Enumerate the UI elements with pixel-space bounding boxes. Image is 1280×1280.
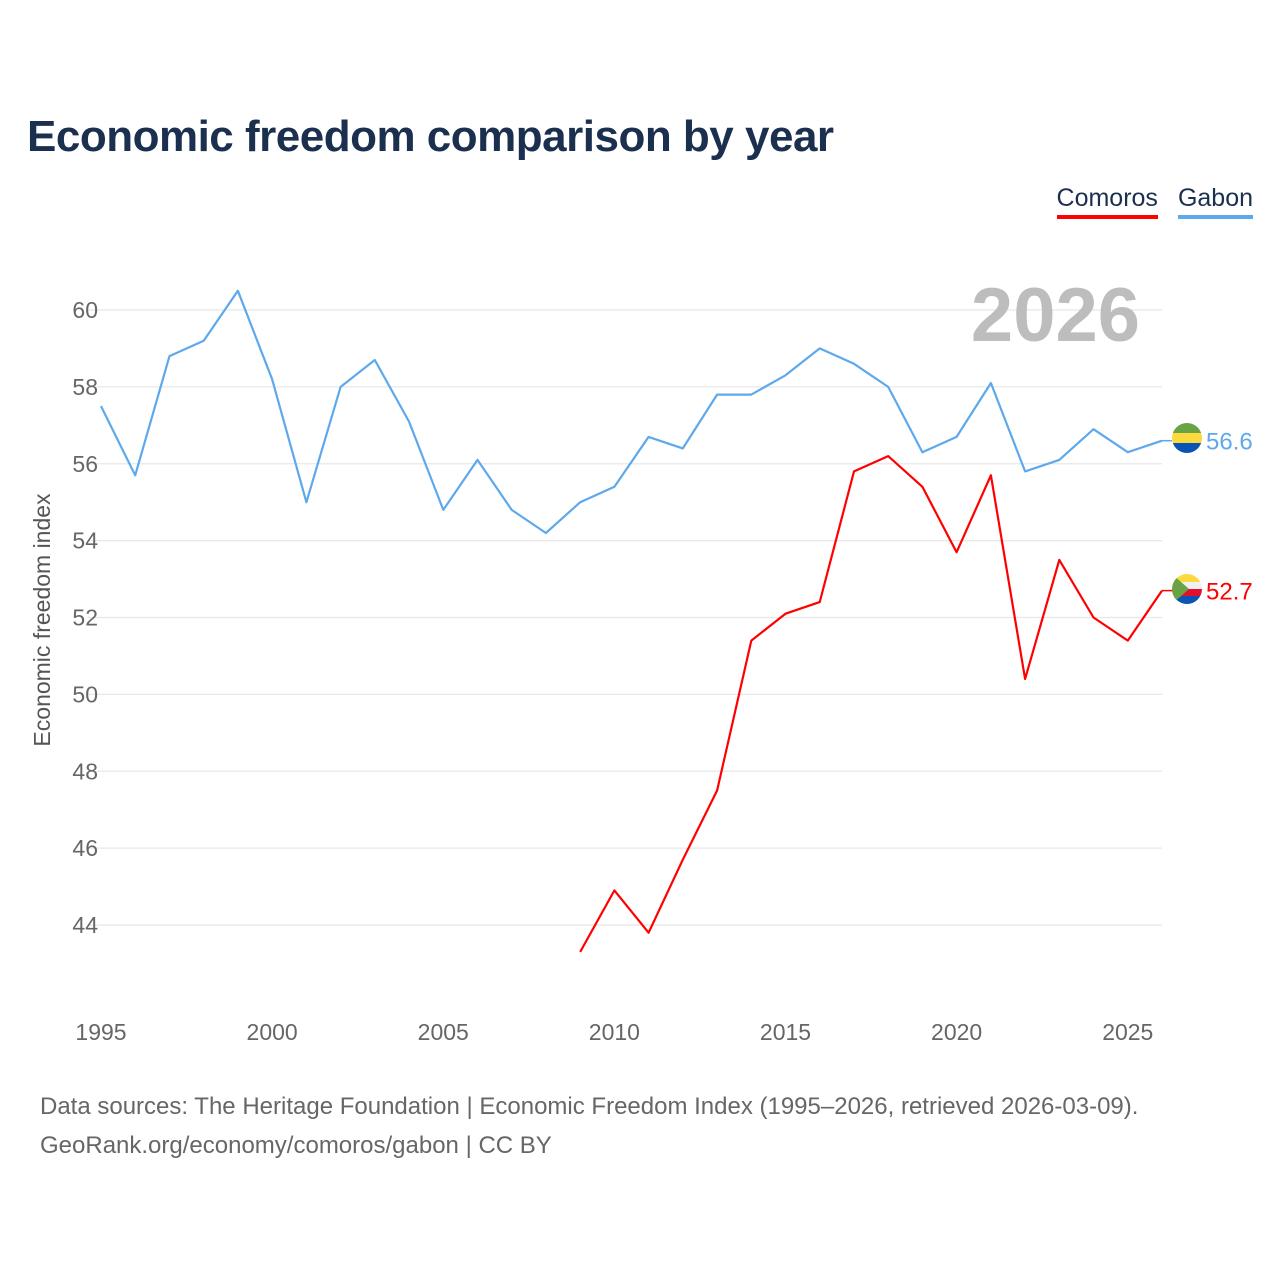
series-line-gabon [100, 289, 1163, 535]
chart-title: Economic freedom comparison by year [27, 112, 834, 161]
legend: Comoros Gabon [1056, 184, 1253, 219]
attribution-link[interactable]: GeoRank.org/economy/comoros/gabon | CC B… [40, 1132, 552, 1159]
end-value-gabon: 56.6 [1206, 429, 1253, 456]
x-tick-label: 2010 [589, 1019, 640, 1045]
y-tick-label: 54 [72, 528, 98, 554]
x-tick-label: 1995 [75, 1019, 126, 1045]
y-tick-label: 52 [72, 605, 98, 631]
y-tick-label: 50 [72, 681, 98, 707]
y-tick-label: 48 [72, 758, 98, 784]
series-lines [100, 289, 1172, 953]
x-tick-label: 2025 [1102, 1019, 1153, 1045]
y-tick-label: 60 [72, 297, 98, 323]
series-line-comoros [579, 455, 1163, 953]
current-year-label: 2026 [971, 273, 1140, 358]
y-tick-label: 58 [72, 374, 98, 400]
data-source-note: Data sources: The Heritage Foundation | … [40, 1093, 1139, 1120]
x-tick-label: 2020 [931, 1019, 982, 1045]
y-axis-ticks: 44 46 48 50 52 54 56 58 60 [72, 297, 98, 938]
comoros-flag-icon [1172, 574, 1202, 604]
legend-item-comoros[interactable]: Comoros [1056, 184, 1158, 219]
end-value-comoros: 52.7 [1206, 579, 1253, 606]
x-tick-label: 2015 [760, 1019, 811, 1045]
y-tick-label: 44 [72, 912, 98, 938]
footer: Data sources: The Heritage Foundation | … [40, 1087, 1138, 1165]
y-tick-label: 46 [72, 835, 98, 861]
end-value-labels: 56.6 52.7 [1206, 429, 1253, 606]
gabon-flag-icon [1172, 423, 1202, 453]
grid-lines [88, 309, 1162, 926]
x-tick-label: 2000 [247, 1019, 298, 1045]
y-tick-label: 56 [72, 451, 98, 477]
y-axis-label: Economic freedom index [29, 493, 55, 747]
x-axis-ticks: 1995 2000 2005 2010 2015 2020 2025 [75, 1019, 1153, 1045]
x-tick-label: 2005 [418, 1019, 469, 1045]
legend-item-gabon[interactable]: Gabon [1177, 184, 1253, 219]
